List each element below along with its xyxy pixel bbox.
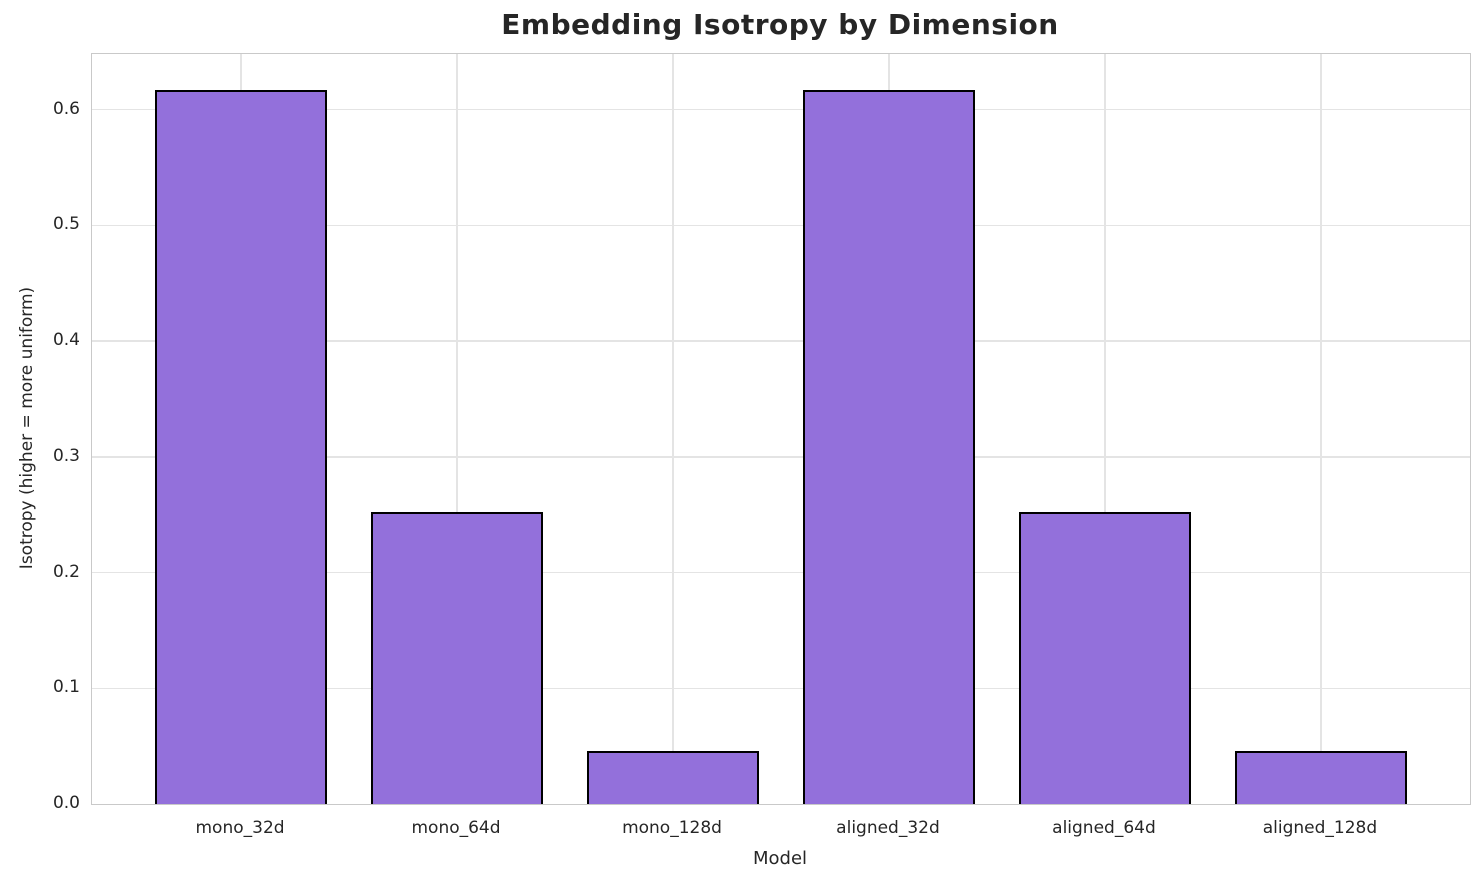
bar-mono_64d — [370, 512, 544, 804]
bar-mono_32d — [154, 89, 328, 804]
bar-aligned_64d — [1018, 512, 1192, 804]
x-tick-label-aligned_64d: aligned_64d — [1052, 818, 1156, 838]
y-tick-label: 0.4 — [52, 330, 80, 351]
gridline-x-mono_128d — [672, 54, 674, 804]
x-tick-label-aligned_128d: aligned_128d — [1262, 818, 1378, 838]
y-tick-label: 0.3 — [52, 445, 80, 466]
gridline-x-mono_64d — [456, 54, 458, 804]
x-axis-label: Model — [752, 848, 808, 869]
x-tick-label-mono_128d: mono_128d — [622, 818, 722, 838]
gridline-x-aligned_128d — [1320, 54, 1322, 804]
x-tick-label-mono_32d: mono_32d — [195, 818, 285, 838]
gridline-y-0.1 — [92, 687, 1470, 689]
x-tick-label-mono_64d: mono_64d — [411, 818, 501, 838]
gridline-y-0.4 — [92, 340, 1470, 342]
x-tick-label-aligned_32d: aligned_32d — [836, 818, 940, 838]
plot-area — [91, 53, 1471, 805]
y-tick-label: 0.1 — [52, 677, 80, 698]
gridline-y-0.2 — [92, 571, 1470, 574]
y-tick-label: 0.0 — [52, 793, 80, 813]
gridline-x-aligned_64d — [1104, 54, 1106, 804]
y-tick-label: 0.2 — [52, 561, 80, 582]
gridline-y-0.6 — [92, 108, 1470, 111]
bar-aligned_32d — [802, 89, 976, 804]
gridline-y-0.5 — [92, 224, 1470, 227]
bar-mono_128d — [586, 750, 760, 804]
gridline-y-0.3 — [92, 456, 1470, 458]
y-tick-label: 0.6 — [52, 98, 80, 119]
chart-title: Embedding Isotropy by Dimension — [501, 8, 1059, 41]
y-tick-label: 0.5 — [52, 214, 80, 235]
bar-aligned_128d — [1234, 750, 1408, 804]
